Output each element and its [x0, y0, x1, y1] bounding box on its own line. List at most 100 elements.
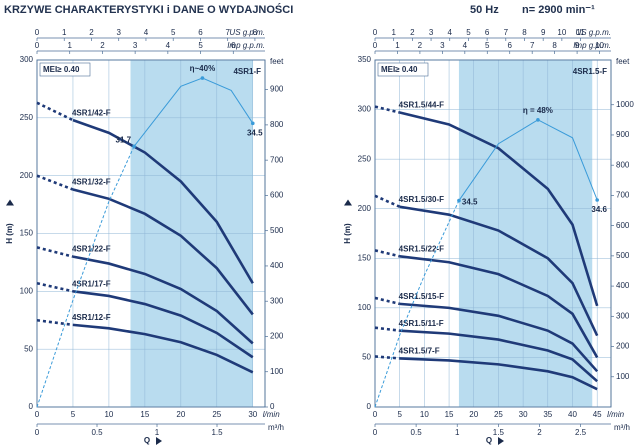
- speed: n= 2900 min⁻¹: [522, 4, 595, 16]
- top-axis-tick-label: 0: [373, 41, 378, 50]
- x-tick-label: 25: [212, 410, 221, 419]
- top-axis-label: US g.p.m.: [575, 28, 611, 37]
- right-axis-tick-label: 100: [270, 367, 284, 376]
- head-curve-dashed: [36, 281, 74, 293]
- top-axis-tick-label: 5: [466, 28, 471, 37]
- y-tick-label: 0: [29, 402, 34, 411]
- right-axis-tick-label: 500: [270, 226, 284, 235]
- top-axis-tick-label: 3: [429, 28, 434, 37]
- head-curve-dashed: [36, 318, 74, 327]
- head-curve: [72, 188, 254, 316]
- efficiency-point: [457, 198, 461, 203]
- y-tick-label: 100: [358, 303, 372, 312]
- head-curve: [72, 323, 254, 374]
- x-tick-label: 10: [420, 410, 429, 419]
- bottom-axis-tick-label: 1: [155, 428, 160, 437]
- efficiency-label: η = 48%: [523, 106, 553, 115]
- top-axis-tick-label: 6: [485, 28, 490, 37]
- right-axis-tick-label: 400: [270, 261, 284, 270]
- y-tick-label: 200: [358, 204, 372, 213]
- top-axis-tick-label: 2: [410, 28, 415, 37]
- right-axis-tick-label: 900: [616, 130, 630, 139]
- right-axis-tick-label: 300: [270, 296, 284, 305]
- bottom-axis-tick-label: 0.5: [411, 428, 423, 437]
- top-axis-tick-label: 7: [225, 28, 230, 37]
- curve-label: 4SR1.5/22-F: [399, 244, 444, 253]
- x-tick-label: 35: [543, 410, 552, 419]
- y-axis-label: H (m): [343, 223, 352, 244]
- x-tick-label: 20: [469, 410, 478, 419]
- right-axis-tick-label: 700: [270, 155, 284, 164]
- curve-label: 4SR1.5/44-F: [399, 101, 444, 110]
- y-tick-label: 300: [358, 105, 372, 114]
- top-axis-tick-label: 4: [463, 41, 468, 50]
- top-axis-tick-label: 1: [67, 41, 72, 50]
- right-axis-label: feet: [616, 57, 630, 66]
- bottom-axis-tick-label: 2: [537, 428, 542, 437]
- right-axis-tick-label: 400: [616, 281, 630, 290]
- bottom-axis-tick-label: 1.5: [493, 428, 505, 437]
- header-title: KRZYWE CHARAKTERYSTYKI i DANE O WYDAJNOŚ…: [4, 3, 293, 16]
- top-axis-tick-label: 1: [395, 41, 400, 50]
- top-axis-tick-label: 10: [557, 28, 566, 37]
- bottom-axis-tick-label: 1.5: [211, 428, 223, 437]
- top-axis-tick-label: 8: [552, 41, 557, 50]
- y-tick-label: 100: [20, 286, 34, 295]
- y-axis-label: H (m): [5, 223, 14, 244]
- recommended-band: [458, 60, 593, 407]
- top-axis-tick-label: 9: [541, 28, 546, 37]
- head-curve: [72, 118, 254, 284]
- efficiency-label: 34.5: [247, 128, 263, 137]
- x-tick-label: 30: [519, 410, 528, 419]
- badge-box: [377, 62, 429, 77]
- top-axis-label: US g.p.m.: [229, 28, 265, 37]
- x-tick-label: 15: [140, 410, 149, 419]
- curve-label: 4SR1.5/30-F: [399, 195, 444, 204]
- y-tick-label: 50: [362, 353, 371, 362]
- y-tick-label: 200: [20, 171, 34, 180]
- bottom-axis-tick-label: 1: [455, 428, 460, 437]
- top-axis-tick-label: 0: [35, 41, 40, 50]
- right-axis-tick-label: 800: [270, 120, 284, 129]
- bottom-axis-label: m³/h: [268, 423, 284, 432]
- plot-frame: [36, 59, 266, 408]
- head-curve: [72, 255, 254, 345]
- badge-box: [39, 62, 91, 77]
- head-curve-dashed: [374, 194, 401, 208]
- right-axis-tick-label: 100: [616, 372, 630, 381]
- top-axis-label: Imp g.p.m.: [573, 41, 611, 50]
- head-curve-dashed: [374, 326, 400, 332]
- head-curve: [399, 302, 599, 373]
- right-axis-tick-label: 500: [616, 251, 630, 260]
- curve-label: 4SR1/32-F: [72, 178, 111, 187]
- top-axis-tick-label: 7: [504, 28, 509, 37]
- y-tick-label: 50: [24, 344, 33, 353]
- efficiency-label: η~40%: [190, 64, 216, 73]
- right-axis-tick-label: 800: [616, 160, 630, 169]
- top-axis-tick-label: 6: [508, 41, 513, 50]
- top-axis-tick-label: 1: [391, 28, 396, 37]
- x-tick-label: 10: [104, 410, 113, 419]
- top-axis-tick-label: 4: [144, 28, 149, 37]
- top-axis-tick-label: 2: [89, 28, 94, 37]
- x-tick-label: 20: [176, 410, 185, 419]
- head-curve: [399, 205, 599, 337]
- y-axis-arrow: [6, 199, 14, 206]
- top-axis-tick-label: 4: [166, 41, 171, 50]
- top-axis-tick-label: 11: [576, 28, 585, 37]
- top-axis-label: Imp g.p.m.: [227, 41, 265, 50]
- badge: MEI≥ 0.40: [43, 65, 80, 74]
- x-tick-label: 45: [593, 410, 602, 419]
- head-curve-dashed: [374, 296, 400, 306]
- right-axis-label: feet: [270, 57, 284, 66]
- y-tick-label: 350: [358, 55, 372, 64]
- right-axis-tick-label: 1000: [616, 100, 634, 109]
- top-axis-tick-label: 3: [116, 28, 121, 37]
- x-axis-label: l/min: [607, 410, 624, 419]
- right-axis-tick-label: 0: [270, 402, 275, 411]
- head-curve: [399, 111, 599, 307]
- head-curve: [399, 357, 598, 391]
- top-axis-tick-label: 2: [100, 41, 105, 50]
- q-label: Q: [144, 436, 150, 445]
- head-curve-dashed: [36, 101, 74, 122]
